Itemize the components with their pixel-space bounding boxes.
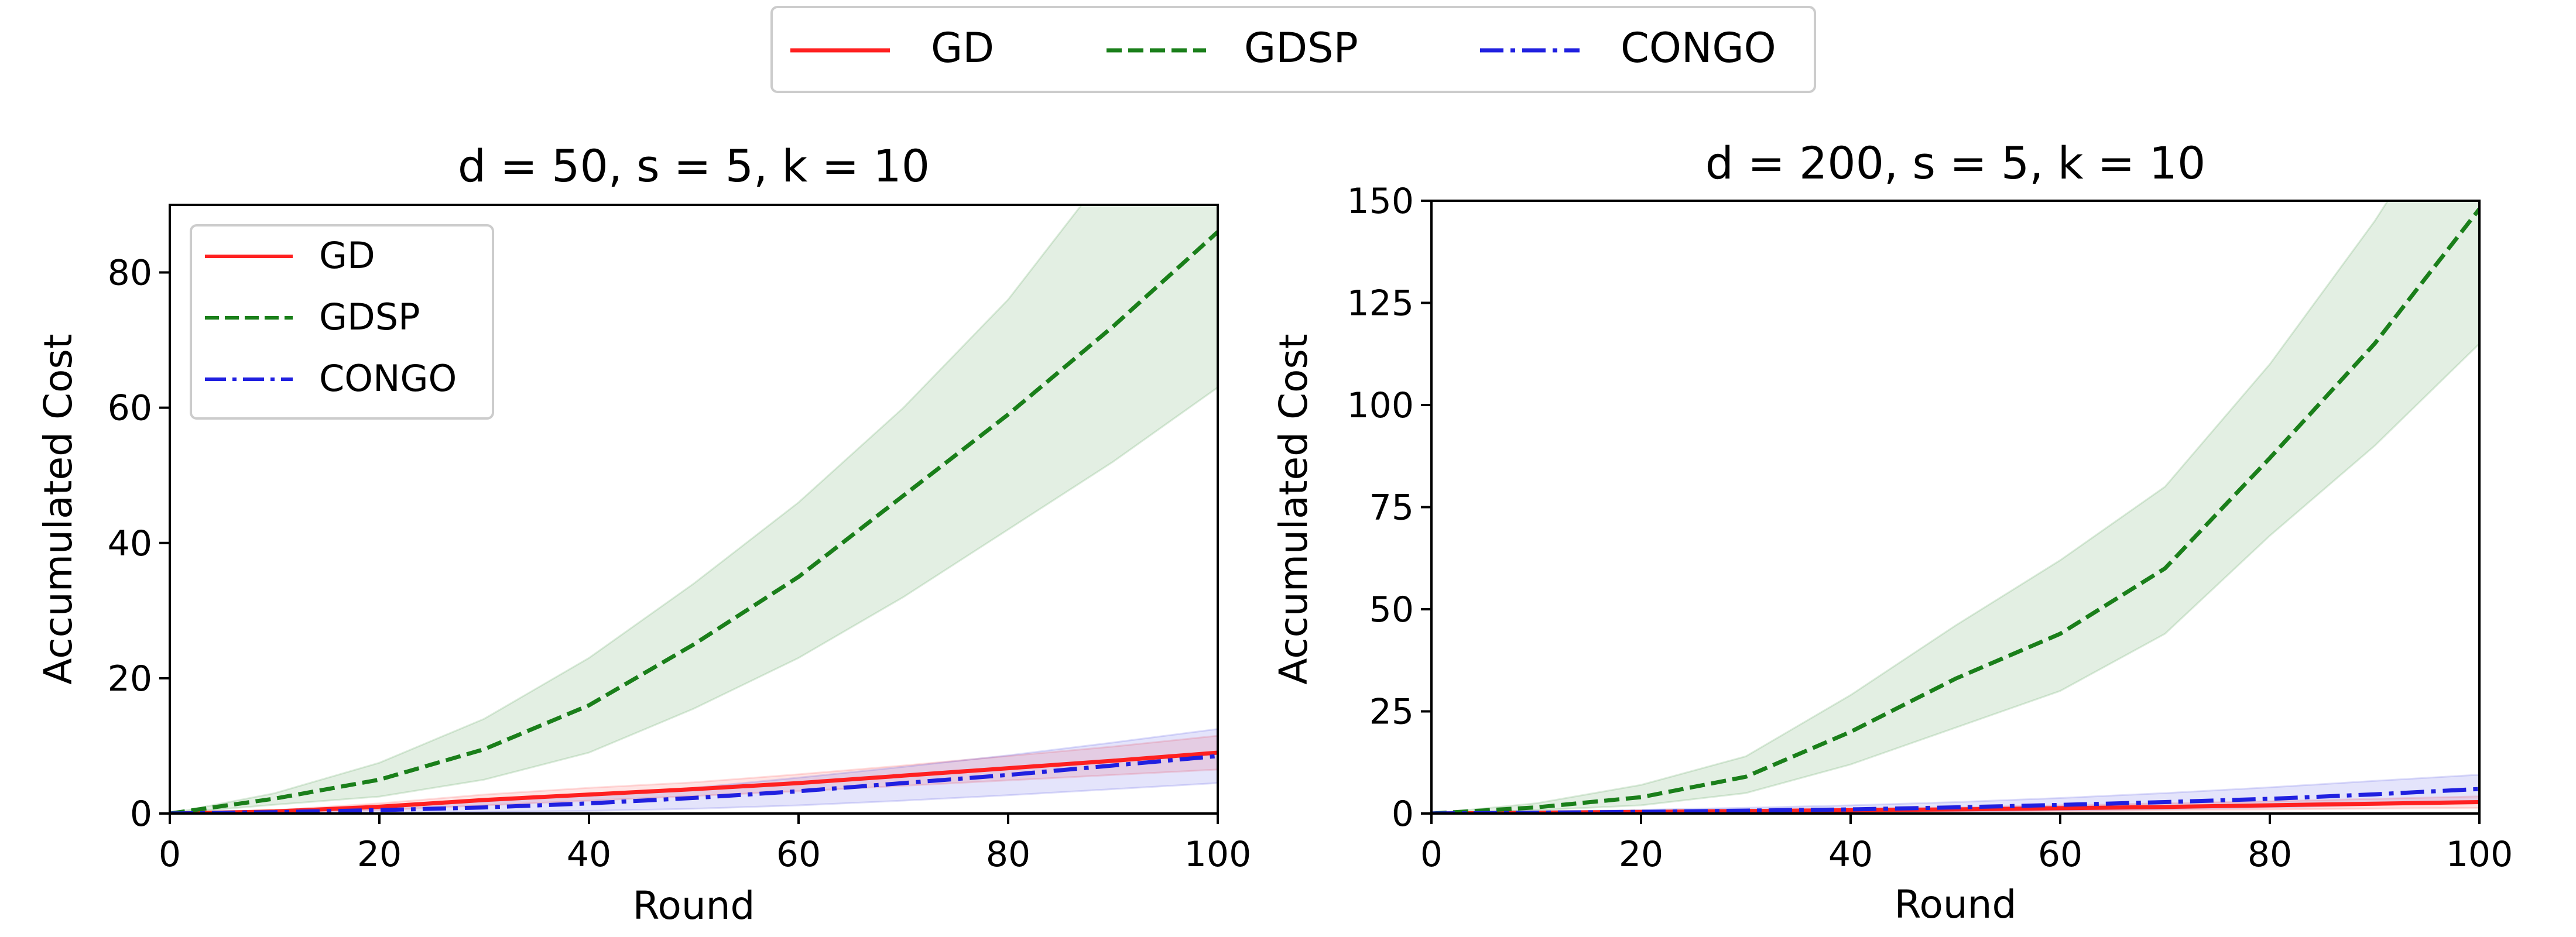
left-chart-xticks: 0 20 40 60 80 100 bbox=[159, 814, 1251, 875]
left-chart-band-gd bbox=[170, 735, 1218, 814]
left-chart-lines bbox=[170, 230, 1218, 814]
left-chart-xtick-label: 0 bbox=[159, 834, 181, 875]
right-chart-xtick-label: 60 bbox=[2038, 834, 2082, 875]
right-chart-ytick-label: 150 bbox=[1347, 181, 1414, 222]
figure-legend-label-gdsp: GDSP bbox=[1244, 24, 1358, 72]
figure-legend: GD GDSP CONGO bbox=[770, 6, 1816, 93]
right-chart-ytick-label: 75 bbox=[1369, 488, 1414, 528]
left-chart-legend-label-gd: GD bbox=[319, 234, 375, 277]
right-chart-ytick-label: 50 bbox=[1369, 589, 1414, 630]
right-chart-ylabel: Accumulated Cost bbox=[1271, 334, 1316, 684]
right-chart-xtick-label: 80 bbox=[2248, 834, 2292, 875]
right-chart-ytick-label: 25 bbox=[1369, 692, 1414, 733]
right-chart-ytick-label: 100 bbox=[1347, 385, 1414, 426]
left-chart-legend-label-gdsp: GDSP bbox=[319, 296, 420, 338]
left-chart-legend: GD GDSP CONGO bbox=[190, 224, 494, 420]
figure-legend-frame bbox=[770, 6, 1816, 93]
left-chart-line-congo bbox=[170, 754, 1218, 814]
left-chart-legend-label-congo: CONGO bbox=[319, 357, 457, 400]
left-chart-yticks: 0 20 40 60 80 bbox=[108, 253, 170, 835]
right-chart-line-congo bbox=[1431, 787, 2479, 814]
left-chart-ytick-label: 80 bbox=[108, 253, 152, 294]
left-chart-title: d = 50, s = 5, k = 10 bbox=[458, 140, 930, 192]
left-chart-xtick-label: 80 bbox=[986, 834, 1030, 875]
right-chart-line-gdsp bbox=[1431, 207, 2479, 814]
right-chart-ytick-label: 125 bbox=[1347, 283, 1414, 324]
left-chart-xtick-label: 40 bbox=[567, 834, 611, 875]
left-chart-band-gdsp bbox=[170, 205, 1218, 814]
figure-legend-label-congo: CONGO bbox=[1621, 24, 1776, 72]
right-chart-yticks: 0 25 50 75 100 125 150 bbox=[1347, 181, 1431, 835]
right-chart-lines bbox=[1431, 207, 2479, 814]
right-chart-xtick-label: 40 bbox=[1828, 834, 1873, 875]
left-chart-ytick-label: 0 bbox=[130, 794, 152, 835]
left-chart-xtick-label: 60 bbox=[776, 834, 821, 875]
left-chart-line-gd bbox=[170, 750, 1218, 814]
right-chart-xticks: 0 20 40 60 80 100 bbox=[1420, 814, 2513, 875]
right-chart-title: d = 200, s = 5, k = 10 bbox=[1705, 137, 2206, 189]
right-chart: d = 200, s = 5, k = 10 0 20 40 60 80 100 0 25 5… bbox=[1271, 137, 2513, 927]
left-chart: d = 50, s = 5, k = 10 0 20 40 60 80 100 0 20 40… bbox=[36, 140, 1251, 928]
right-chart-xtick-label: 20 bbox=[1619, 834, 1663, 875]
left-chart-ylabel: Accumulated Cost bbox=[36, 334, 81, 684]
left-chart-ytick-label: 20 bbox=[108, 658, 152, 699]
right-chart-xlabel: Round bbox=[1895, 882, 2017, 927]
left-chart-xtick-label: 20 bbox=[357, 834, 402, 875]
right-chart-ytick-label: 0 bbox=[1392, 794, 1414, 835]
left-chart-line-gdsp bbox=[170, 230, 1218, 814]
figure-legend-label-gd: GD bbox=[931, 24, 994, 72]
right-chart-band-gdsp bbox=[1431, 201, 2479, 814]
left-chart-ytick-label: 40 bbox=[108, 523, 152, 564]
left-chart-legend-frame bbox=[190, 224, 494, 420]
left-chart-frame bbox=[169, 204, 1219, 815]
left-chart-xtick-label: 100 bbox=[1184, 834, 1252, 875]
right-chart-xtick-label: 0 bbox=[1420, 834, 1443, 875]
right-chart-xtick-label: 100 bbox=[2446, 834, 2513, 875]
left-chart-xlabel: Round bbox=[633, 883, 755, 928]
left-chart-ytick-label: 60 bbox=[108, 388, 152, 429]
